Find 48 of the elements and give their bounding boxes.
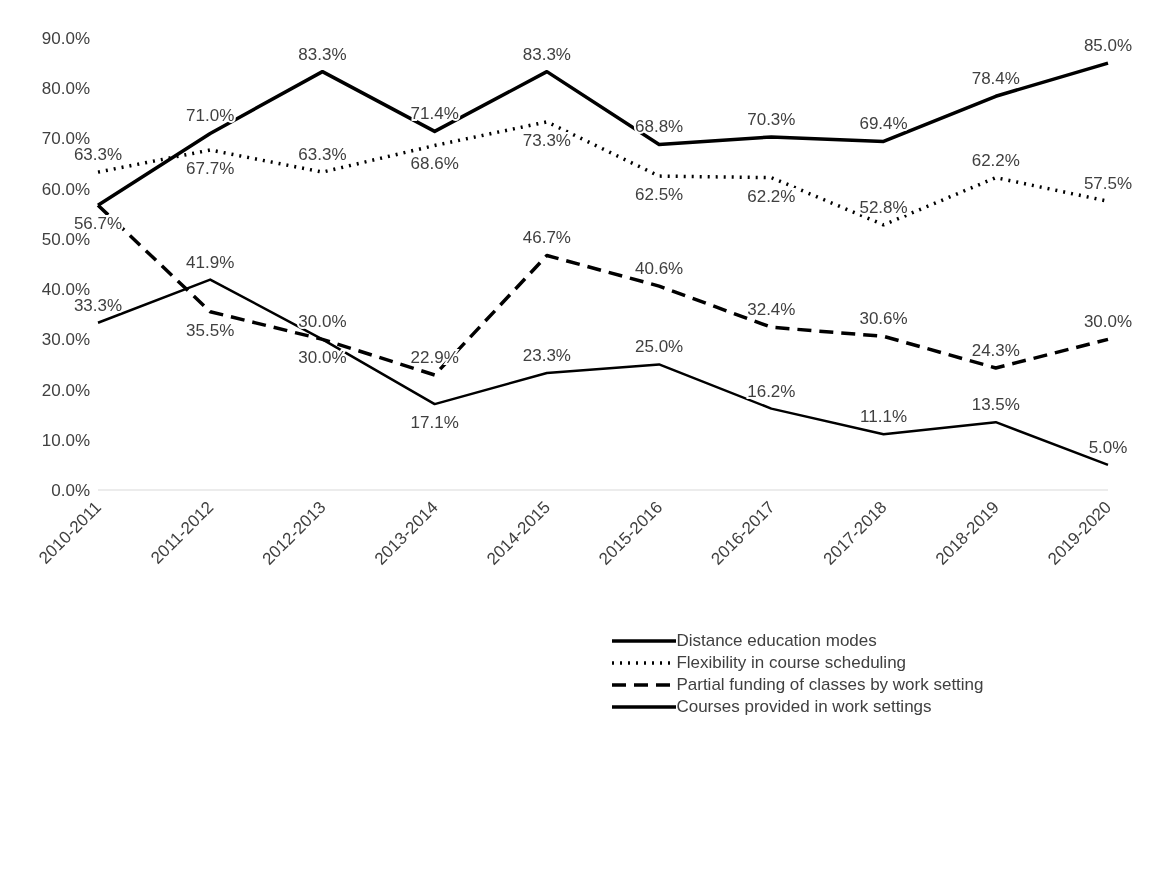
data-label: 70.3% [747,109,796,129]
data-label: 30.0% [298,312,347,332]
data-label: 11.1% [860,407,908,427]
data-label: 67.7% [186,159,235,178]
legend-label: Distance education modes [676,630,877,652]
data-label: 71.4% [410,104,459,124]
data-label: 22.9% [410,347,459,367]
data-label: 57.5% [1083,174,1133,194]
y-tick-label: 0.0% [51,481,90,501]
data-label: 23.3% [522,345,571,365]
data-label: 62.5% [635,185,684,205]
data-label: 68.6% [410,154,459,174]
legend-label: Courses provided in work settings [676,696,932,718]
y-tick-label: 30.0% [41,330,90,350]
data-label: 71.0% [186,106,235,126]
data-label: 30.0% [298,348,347,368]
y-tick-label: 60.0% [41,179,90,199]
data-label: 5.0% [1088,437,1128,457]
data-label: 62.2% [747,186,796,206]
data-label: 40.6% [635,259,684,279]
data-label: 41.9% [186,252,235,272]
data-label: 35.5% [186,320,235,340]
y-tick-label: 10.0% [41,430,90,450]
data-label: 30.6% [859,309,908,329]
y-tick-label: 90.0% [41,29,90,49]
legend-label: Partial funding of classes by work setting [676,674,984,696]
y-tick-label: 20.0% [41,380,90,400]
data-label: 63.3% [298,145,347,165]
data-label: 68.8% [635,117,684,137]
data-label: 46.7% [522,228,571,248]
data-label: 30.0% [1083,312,1133,332]
data-label: 62.2% [971,150,1020,170]
legend-label: Flexibility in course scheduling [676,652,907,674]
data-label: 16.2% [747,381,796,401]
data-label: 32.4% [747,300,796,320]
data-label: 83.3% [298,44,347,64]
y-tick-label: 50.0% [41,229,90,249]
data-label: 13.5% [971,395,1020,415]
data-label: 17.1% [410,413,459,433]
y-tick-label: 80.0% [41,79,90,99]
data-label: 52.8% [859,197,908,217]
data-label: 69.4% [859,114,908,134]
data-label: 78.4% [971,69,1020,89]
data-label: 24.3% [971,340,1020,360]
data-label: 85.0% [1083,36,1133,56]
data-label: 73.3% [522,130,571,150]
data-label: 25.0% [635,337,684,357]
data-label: 83.3% [522,44,571,64]
